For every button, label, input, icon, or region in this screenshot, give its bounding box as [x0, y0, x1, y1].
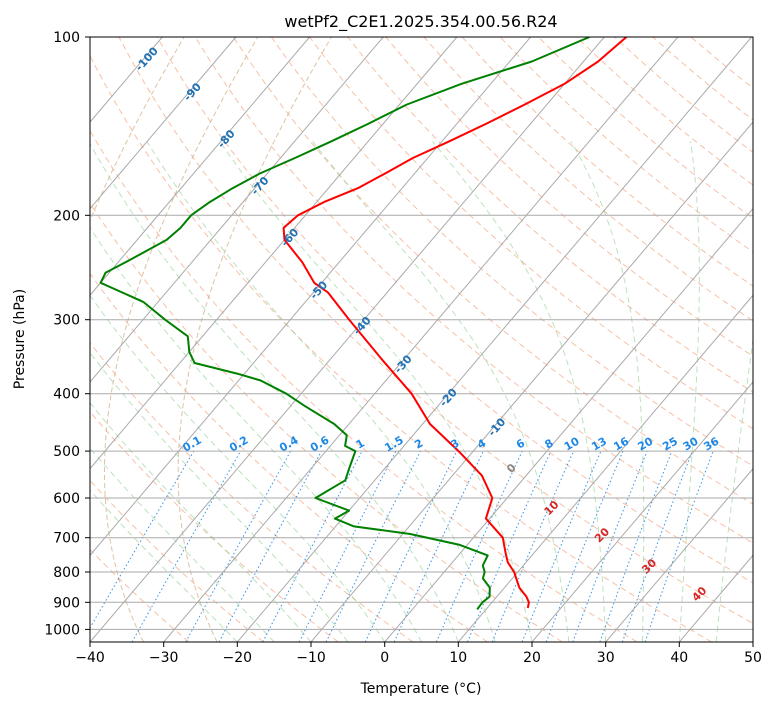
x-tick-label: 30	[597, 650, 615, 666]
x-axis-ticks: −40 −30 −20 −10 0 10 20 30 40 50	[75, 642, 762, 666]
y-tick-label: 400	[53, 387, 80, 403]
isotherm	[90, 37, 237, 210]
temperature-line	[282, 37, 628, 609]
mixing-ratio-line	[621, 450, 693, 642]
y-tick-label: 700	[53, 531, 80, 547]
dry-adiabat	[90, 548, 190, 642]
dry-adiabat	[90, 479, 264, 642]
x-axis-label: Temperature (°C)	[360, 681, 482, 697]
dry-adiabat	[232, 37, 753, 505]
y-tick-label: 200	[53, 208, 80, 224]
isotherm	[90, 37, 384, 383]
dry-adiabat	[270, 37, 753, 467]
mixing-ratio-line	[298, 450, 397, 642]
x-tick-label: 0	[380, 650, 389, 666]
x-tick-label: −40	[75, 650, 105, 666]
x-tick-label: −20	[223, 650, 253, 666]
dry-adiabat	[90, 202, 563, 642]
dry-adiabat	[118, 37, 753, 624]
dry-adiabat	[309, 37, 753, 430]
mixing-ratio-line	[545, 450, 624, 642]
x-tick-label: −30	[149, 650, 179, 666]
mixing-ratio-line	[599, 450, 673, 642]
y-tick-label: 1000	[44, 622, 80, 638]
mixing-ratio-line	[572, 450, 648, 642]
y-tick-label: 600	[53, 491, 80, 507]
isotherm	[531, 381, 753, 642]
y-axis-ticks: 100 200 300 400 500 600 700 800 900 1000	[44, 30, 90, 638]
x-tick-label: 10	[449, 650, 467, 666]
y-tick-label: 100	[53, 30, 80, 46]
grid-lines	[90, 37, 753, 642]
isotherm	[310, 121, 753, 642]
y-tick-label: 500	[53, 444, 80, 460]
isotherm	[384, 207, 753, 642]
chart-title: wetPf2_C2E1.2025.354.00.56.R24	[284, 12, 557, 32]
mixing-ratio-line	[325, 450, 422, 642]
reference-curve	[104, 37, 259, 642]
dry-adiabat	[461, 37, 753, 287]
dry-adiabat	[347, 37, 753, 393]
reference-curve	[177, 37, 332, 642]
x-tick-label: −10	[296, 650, 326, 666]
x-tick-label: 20	[523, 650, 541, 666]
mixing-ratio-line	[218, 450, 322, 642]
dry-adiabat	[156, 37, 753, 584]
isotherm	[90, 37, 458, 470]
dewpoint-line	[99, 37, 590, 610]
isotherm	[236, 37, 752, 642]
sounding-series	[99, 37, 628, 610]
mixing-ratio-line	[644, 450, 714, 642]
y-tick-label: 800	[53, 565, 80, 581]
isotherm	[90, 37, 605, 642]
y-tick-label: 300	[53, 313, 80, 329]
y-axis-label: Pressure (hPa)	[12, 289, 28, 389]
isotherm	[90, 37, 531, 557]
isotherm	[457, 294, 753, 642]
dry-adiabat	[194, 37, 753, 544]
isotherm	[90, 37, 310, 297]
isotherm	[605, 467, 753, 642]
plot-frame	[89, 36, 754, 643]
x-tick-label: 50	[744, 650, 762, 666]
dry-adiabat	[90, 129, 638, 642]
isotherm	[163, 37, 679, 642]
mixing-ratio-line	[467, 450, 552, 642]
y-tick-label: 900	[53, 595, 80, 611]
mixing-ratio-line	[435, 450, 523, 642]
dry-adiabat	[90, 272, 488, 642]
mixing-ratio-line	[185, 450, 292, 642]
mixing-ratio-line	[521, 450, 602, 642]
dry-adiabat	[90, 54, 712, 642]
x-tick-label: 40	[670, 650, 688, 666]
